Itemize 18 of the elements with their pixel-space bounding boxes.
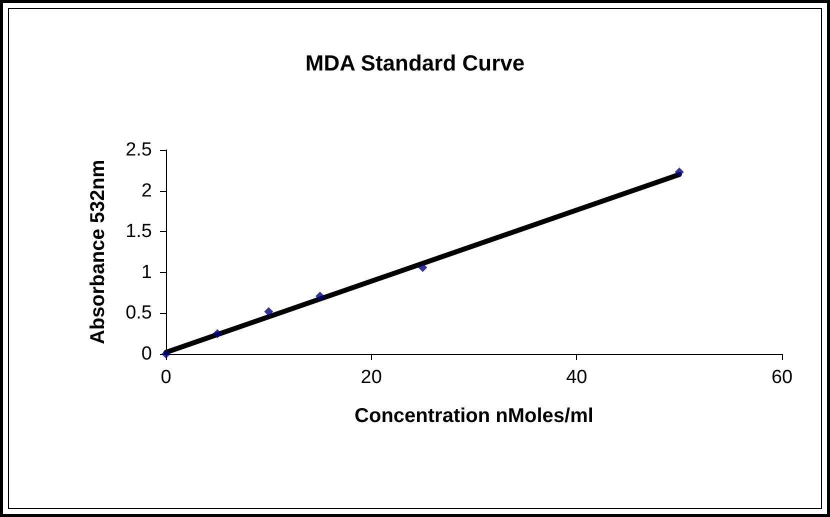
- point: [212, 329, 222, 338]
- x-tick-label: 0: [160, 367, 172, 388]
- point: [674, 168, 684, 177]
- y-tick-label: 1: [141, 262, 152, 283]
- y-tick-label: 0: [141, 344, 152, 364]
- y-tick-label: 1.5: [126, 221, 152, 242]
- x-tick-label: 20: [360, 367, 382, 388]
- x-axis-title: Concentration nMoles/ml: [354, 405, 594, 427]
- point: [264, 307, 274, 316]
- point: [418, 263, 428, 272]
- point: [316, 292, 324, 301]
- x-tick-label: 40: [566, 367, 588, 388]
- y-tick-label: 0.5: [126, 302, 152, 324]
- chart-title: MDA Standard Curve: [305, 50, 525, 76]
- y-tick-label: 2.5: [126, 140, 152, 160]
- y-axis-title: Absorbance 532nm: [87, 160, 109, 344]
- y-tick-label: 2: [141, 180, 152, 202]
- x-tick-label: 60: [771, 367, 793, 388]
